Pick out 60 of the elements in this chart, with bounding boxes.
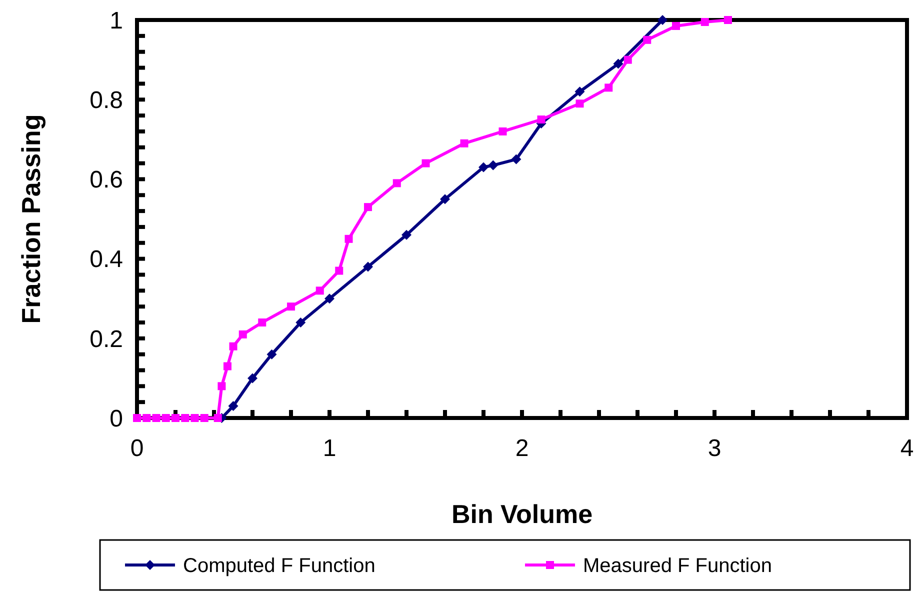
point [152, 414, 160, 422]
y-tick-label: 0.6 [90, 166, 123, 194]
point [460, 139, 468, 148]
point [316, 286, 324, 295]
y-tick-label: 0.2 [90, 326, 123, 353]
point [363, 262, 373, 272]
point [214, 414, 222, 422]
point [392, 179, 401, 188]
point [574, 86, 585, 97]
point [604, 84, 613, 92]
point [402, 230, 412, 240]
point [672, 22, 680, 30]
x-tick-label: 3 [708, 435, 722, 462]
point [228, 401, 238, 412]
point [133, 414, 141, 422]
point [223, 362, 232, 370]
y-tick-label: 0.8 [90, 87, 123, 114]
legend-label: Measured F Function [583, 555, 772, 577]
point [643, 36, 652, 44]
x-tick-label: 2 [515, 435, 529, 462]
point [498, 127, 507, 136]
point [296, 317, 306, 328]
point [218, 382, 226, 390]
y-tick-label: 0.4 [90, 246, 123, 274]
point [422, 159, 430, 168]
y-tick-label: 0 [110, 405, 123, 432]
point [364, 203, 372, 212]
point [488, 160, 498, 170]
point [229, 342, 238, 350]
point [238, 330, 247, 338]
point [287, 302, 295, 311]
point [478, 162, 488, 172]
point [190, 414, 199, 422]
point [172, 414, 180, 422]
point [200, 414, 208, 422]
point [335, 266, 344, 275]
point [724, 16, 732, 24]
point [700, 18, 709, 26]
point [613, 58, 624, 69]
x-tick-label: 4 [900, 435, 914, 462]
point [344, 234, 353, 243]
point [142, 414, 151, 422]
x-tick-label: 0 [130, 435, 144, 462]
point [258, 318, 266, 326]
x-axis-title: Bin Volume [451, 499, 593, 529]
point [658, 15, 668, 25]
point [181, 414, 190, 422]
point [440, 194, 450, 204]
point [248, 373, 258, 384]
point [324, 294, 334, 304]
y-tick-label: 1 [110, 7, 123, 34]
x-tick-label: 1 [322, 435, 336, 462]
point [162, 414, 170, 422]
point [511, 154, 522, 164]
point [266, 349, 277, 360]
point [537, 116, 546, 124]
y-axis-title: Fraction Passing [16, 114, 46, 324]
legend-label: Computed F Function [183, 555, 376, 577]
point [576, 100, 584, 108]
point [624, 56, 632, 64]
